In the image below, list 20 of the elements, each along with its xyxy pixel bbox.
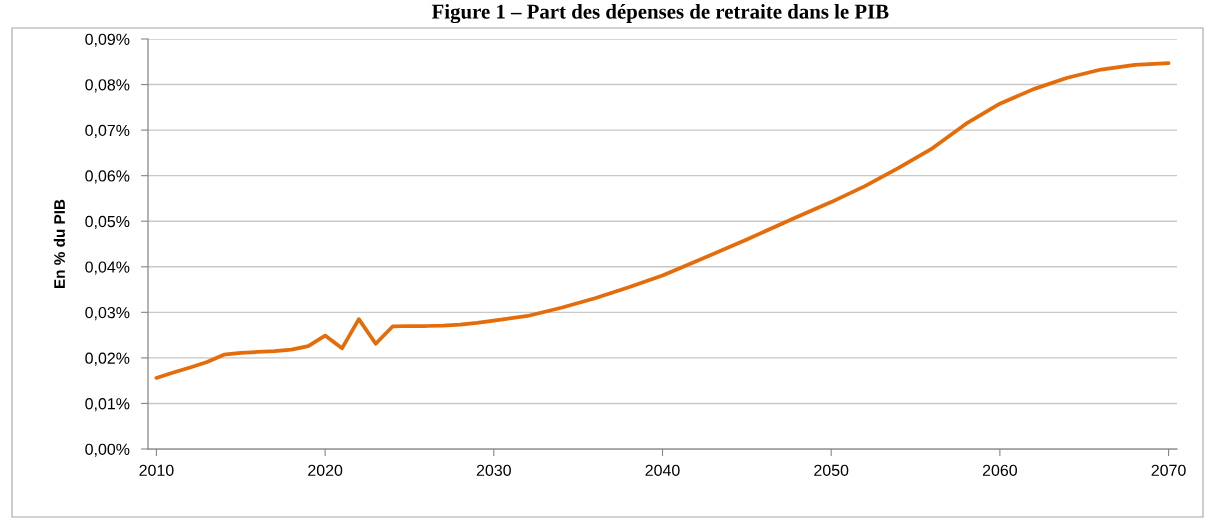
x-tick-label: 2050 — [814, 464, 849, 477]
x-tick-label: 2060 — [982, 464, 1018, 477]
y-tick-label: 0,07% — [85, 124, 130, 138]
x-tick-label: 2020 — [308, 464, 343, 477]
y-tick-label: 0,04% — [85, 261, 130, 275]
y-tick-label: 0,01% — [85, 398, 130, 412]
y-tick-label: 0,02% — [85, 352, 130, 366]
x-tick-label: 2030 — [476, 464, 511, 477]
y-axis-title: En % du PIB — [53, 199, 65, 288]
y-tick-label: 0,09% — [85, 33, 130, 47]
x-tick-label: 2040 — [645, 464, 680, 477]
y-tick-label: 0,03% — [85, 306, 130, 321]
x-tick-label: 2010 — [139, 464, 174, 477]
y-tick-label: 0,05% — [85, 215, 130, 230]
line-series — [154, 61, 1171, 380]
y-tick-label: 0,00% — [85, 443, 130, 457]
x-tick-label: 2070 — [1151, 464, 1186, 477]
y-tick-label: 0,08% — [85, 79, 130, 93]
y-tick-label: 0,06% — [85, 170, 130, 184]
chart-title: Figure 1 – Part des dépenses de retraite dans le PIB — [431, 4, 889, 24]
